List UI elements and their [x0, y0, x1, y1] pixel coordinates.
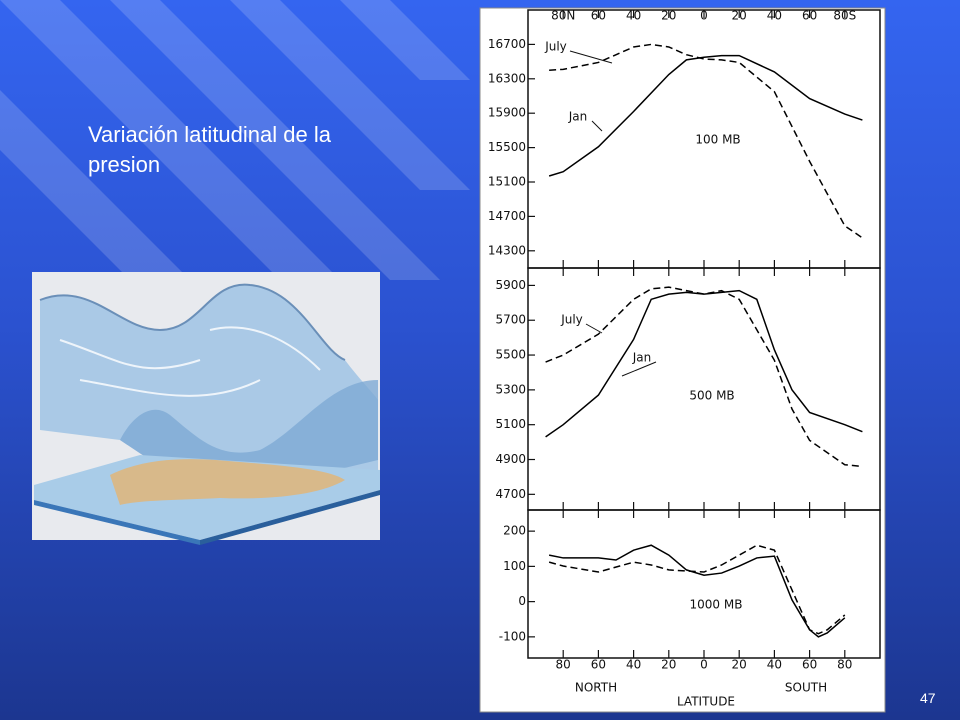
series-line	[545, 289, 863, 438]
label-arrow	[591, 120, 603, 132]
label-arrow	[621, 361, 657, 377]
x-tick-label: 20	[732, 658, 747, 672]
x-tick-label: 80	[556, 658, 571, 672]
x-tick-label: 60	[802, 658, 817, 672]
x-axis-label: LATITUDE	[677, 695, 735, 709]
x-tick-label: 60	[591, 658, 606, 672]
series-label: July	[560, 313, 583, 327]
stripe	[110, 0, 440, 280]
x-tick-label: 0	[700, 9, 708, 23]
chart-border	[479, 7, 886, 713]
y-tick-label: 5100	[495, 417, 526, 431]
x-tick-label: 20	[661, 658, 676, 672]
y-tick-label: 5300	[495, 382, 526, 396]
x-tick-label: 0	[700, 658, 708, 672]
x-tick-label: 40	[626, 9, 641, 23]
series-line	[549, 43, 863, 239]
label-arrow	[569, 50, 613, 64]
y-tick-label: 4700	[495, 487, 526, 501]
illustration	[32, 272, 380, 545]
y-tick-label: 14300	[488, 243, 526, 257]
panel-title: 500 MB	[689, 389, 734, 403]
y-tick-label: 0	[518, 594, 526, 608]
x-tick-label: 40	[626, 658, 641, 672]
x-tick-label: 40	[767, 658, 782, 672]
annotation: NORTH	[575, 681, 617, 695]
chart-background	[480, 8, 885, 712]
series-label: Jan	[632, 351, 652, 365]
series-label: Jan	[568, 110, 588, 124]
series-line	[548, 544, 846, 635]
x-tick-label: 60	[591, 9, 606, 23]
x-tick-label: 40	[767, 9, 782, 23]
y-tick-label: 4900	[495, 452, 526, 466]
panel-title: 1000 MB	[690, 598, 743, 612]
x-tick-label: 80	[837, 658, 852, 672]
y-tick-label: 15100	[488, 175, 526, 189]
x-tick-label: 60	[802, 9, 817, 23]
y-tick-label: 14700	[488, 209, 526, 223]
label-arrow	[585, 323, 603, 334]
x-tick-label: 80N	[551, 9, 575, 23]
stripe	[230, 0, 470, 190]
y-tick-label: 15500	[488, 140, 526, 154]
stripe	[0, 0, 360, 300]
series-line	[545, 286, 863, 468]
x-tick-label: 80S	[833, 9, 856, 23]
slide-title: Variación latitudinal de la presion	[88, 122, 331, 177]
x-tick-label: 20	[732, 9, 747, 23]
annotation: SOUTH	[785, 681, 827, 695]
y-tick-label: 5500	[495, 348, 526, 362]
y-tick-label: 16700	[488, 37, 526, 51]
y-tick-label: 100	[503, 559, 526, 573]
y-tick-label: 16300	[488, 71, 526, 85]
x-tick-label: 20	[661, 9, 676, 23]
stripe	[340, 0, 470, 80]
y-tick-label: 15900	[488, 106, 526, 120]
page-number: 47	[920, 690, 936, 706]
panel-title: 100 MB	[695, 133, 740, 147]
series-label: July	[544, 40, 567, 54]
series-line	[548, 544, 846, 638]
series-line	[548, 54, 863, 177]
y-tick-label: 5700	[495, 313, 526, 327]
y-tick-label: -100	[499, 629, 526, 643]
y-tick-label: 200	[503, 524, 526, 538]
y-tick-label: 5900	[495, 278, 526, 292]
